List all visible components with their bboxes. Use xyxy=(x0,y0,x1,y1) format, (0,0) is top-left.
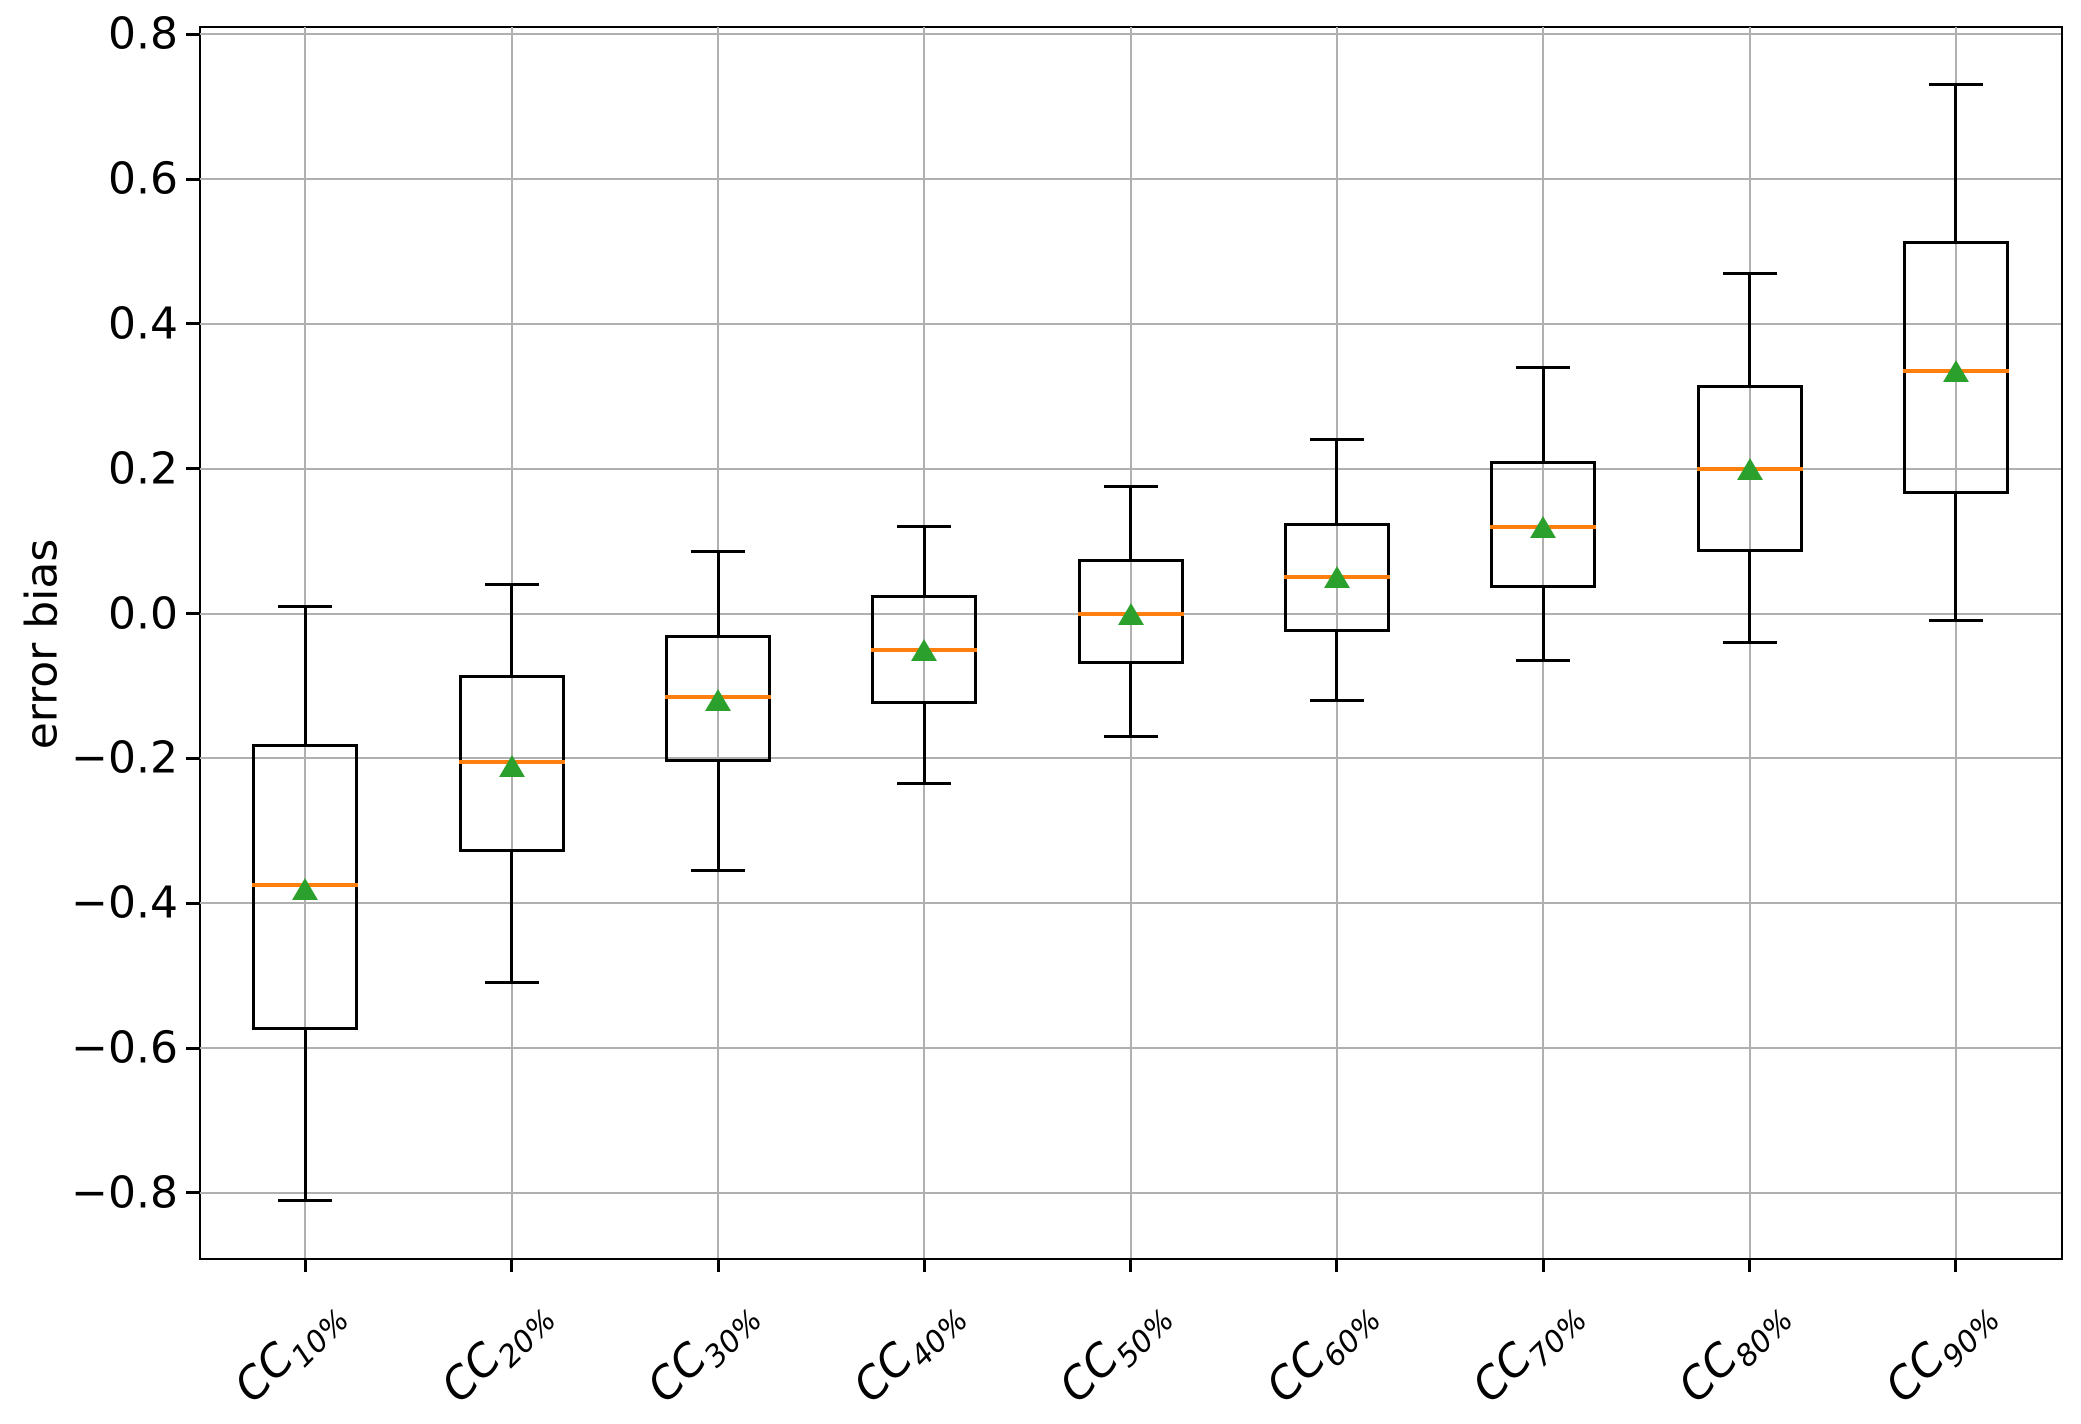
whisker-cap-upper xyxy=(1103,485,1158,489)
x-tick-label: CC40% xyxy=(844,1286,976,1413)
whisker-upper xyxy=(510,584,514,676)
whisker-cap-lower xyxy=(278,1198,333,1202)
whisker-cap-lower xyxy=(1722,641,1777,644)
x-tick-label: CC10% xyxy=(225,1286,357,1413)
y-tick-label: −0.4 xyxy=(71,877,178,929)
x-tick xyxy=(1335,1258,1339,1272)
x-tick xyxy=(1129,1258,1133,1272)
whisker-upper xyxy=(922,526,926,596)
whisker-lower xyxy=(1335,631,1339,701)
whisker-cap-upper xyxy=(278,604,333,608)
x-tick-label: CC60% xyxy=(1256,1286,1388,1413)
y-tick-label: 0.2 xyxy=(108,443,178,495)
mean-marker xyxy=(911,638,938,661)
whisker-lower xyxy=(1541,588,1545,661)
box xyxy=(1902,240,2009,495)
y-tick xyxy=(186,467,200,471)
y-tick xyxy=(186,177,200,181)
whisker-cap-lower xyxy=(691,869,745,873)
mean-marker xyxy=(292,877,319,900)
x-tick xyxy=(1954,1258,1958,1272)
whisker-lower xyxy=(510,852,514,983)
x-tick xyxy=(1748,1258,1751,1272)
x-tick xyxy=(510,1258,514,1272)
x-tick xyxy=(716,1258,720,1272)
whisker-cap-upper xyxy=(484,583,539,587)
y-tick xyxy=(186,32,200,36)
whisker-upper xyxy=(1541,367,1545,462)
y-tick-label: 0.6 xyxy=(108,153,178,205)
whisker-cap-upper xyxy=(1309,438,1364,442)
x-tick xyxy=(303,1258,307,1272)
whisker-upper xyxy=(716,551,720,636)
x-tick-label: CC90% xyxy=(1875,1286,2007,1413)
v-gridline xyxy=(717,27,719,1258)
whisker-cap-lower xyxy=(1103,735,1158,739)
mean-marker xyxy=(1117,602,1144,625)
whisker-lower xyxy=(1748,551,1751,643)
whisker-cap-upper xyxy=(1722,271,1777,275)
x-tick xyxy=(922,1258,926,1272)
y-tick-label: 0.4 xyxy=(108,298,178,350)
mean-marker xyxy=(1736,457,1763,480)
whisker-cap-upper xyxy=(691,550,745,554)
whisker-cap-lower xyxy=(484,981,539,985)
whisker-upper xyxy=(303,606,307,744)
y-tick-label: 0.0 xyxy=(108,588,178,640)
whisker-cap-lower xyxy=(897,782,952,786)
whisker-cap-upper xyxy=(1516,365,1571,369)
x-tick-label: CC50% xyxy=(1050,1286,1182,1413)
y-tick xyxy=(186,612,200,616)
y-tick xyxy=(186,322,200,326)
whisker-cap-upper xyxy=(1928,83,1983,87)
y-tick xyxy=(186,901,200,905)
y-tick-label: 0.8 xyxy=(108,8,178,60)
whisker-cap-lower xyxy=(1516,659,1571,663)
whisker-upper xyxy=(1748,273,1751,386)
x-tick-label: CC70% xyxy=(1463,1286,1595,1413)
y-tick xyxy=(186,756,200,760)
mean-marker xyxy=(1530,515,1557,538)
mean-marker xyxy=(1323,566,1350,589)
y-tick-label: −0.8 xyxy=(71,1167,178,1219)
whisker-cap-upper xyxy=(897,525,952,529)
whisker-lower xyxy=(303,1029,307,1201)
y-tick-label: −0.2 xyxy=(71,732,178,784)
x-tick-label: CC80% xyxy=(1669,1286,1801,1413)
whisker-cap-lower xyxy=(1928,619,1983,623)
v-gridline xyxy=(1129,27,1132,1258)
y-tick xyxy=(186,1046,200,1050)
whisker-cap-lower xyxy=(1309,698,1364,702)
whisker-lower xyxy=(716,761,720,871)
whisker-lower xyxy=(1954,494,1958,621)
y-axis-label: error bias xyxy=(16,538,68,750)
whisker-upper xyxy=(1335,439,1339,523)
whisker-upper xyxy=(1954,84,1958,241)
x-tick-label: CC20% xyxy=(431,1286,563,1413)
x-tick xyxy=(1541,1258,1545,1272)
y-tick-label: −0.6 xyxy=(71,1022,178,1074)
mean-marker xyxy=(498,754,525,777)
y-tick xyxy=(186,1191,200,1195)
v-gridline xyxy=(1954,27,1957,1258)
x-tick-label: CC30% xyxy=(637,1286,769,1413)
whisker-lower xyxy=(922,704,926,784)
mean-marker xyxy=(705,689,731,712)
mean-marker xyxy=(1942,359,1969,382)
whisker-lower xyxy=(1129,664,1133,737)
whisker-upper xyxy=(1129,486,1133,560)
